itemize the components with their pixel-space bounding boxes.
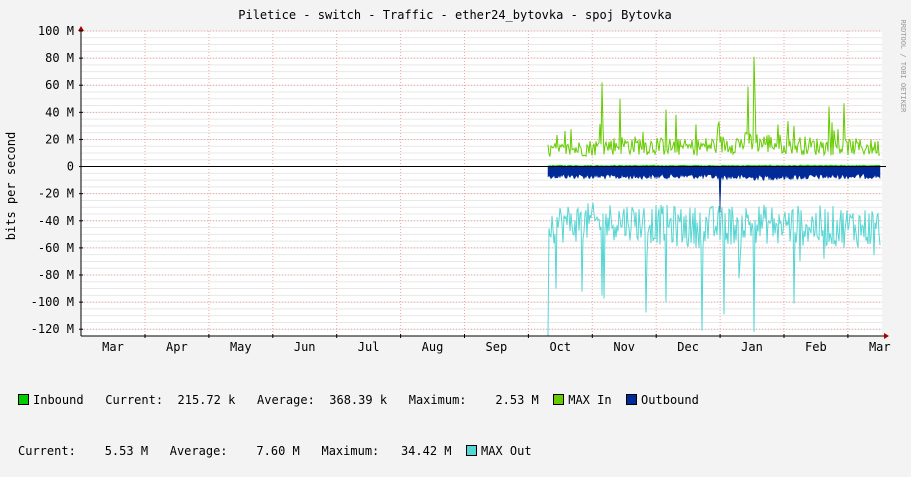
x-axis-arrow bbox=[884, 333, 889, 339]
x-tick-label: Mar bbox=[102, 340, 124, 354]
legend-inbound-average: Average: 368.39 k bbox=[257, 393, 388, 407]
x-tick-label: Sep bbox=[486, 340, 508, 354]
legend-max-out-name: MAX Out bbox=[480, 444, 532, 458]
series-max-in-line bbox=[547, 56, 881, 158]
x-tick-label: Dec bbox=[677, 340, 699, 354]
x-tick-label: Apr bbox=[166, 340, 188, 354]
y-tick-label: -100 M bbox=[31, 295, 74, 309]
legend-max-in-name: MAX In bbox=[568, 393, 612, 407]
max-out-swatch bbox=[465, 445, 477, 456]
x-tick-label: Feb bbox=[805, 340, 827, 354]
y-tick-label: 0 bbox=[67, 160, 74, 174]
y-tick-label: 20 M bbox=[45, 132, 74, 146]
watermark-text: RRDTOOL / TOBI OETIKER bbox=[899, 20, 907, 114]
y-tick-label: -40 M bbox=[38, 214, 74, 228]
legend-inbound-maximum: Maximum: 2.53 M bbox=[408, 393, 539, 407]
y-axis-label: bits per second bbox=[4, 132, 18, 240]
legend-row-1: Inbound Current: 215.72 k Average: 368.3… bbox=[0, 392, 911, 409]
x-tick-label: Jun bbox=[294, 340, 316, 354]
legend-inbound-current: Current: 215.72 k bbox=[105, 393, 236, 407]
x-tick-label: May bbox=[230, 340, 252, 354]
axes bbox=[78, 26, 889, 339]
traffic-chart: Piletice - switch - Traffic - ether24_by… bbox=[4, 8, 907, 354]
legend-outbound-maximum: Maximum: 34.42 M bbox=[321, 444, 452, 458]
x-tick-label: Jan bbox=[741, 340, 763, 354]
y-tick-label: -120 M bbox=[31, 322, 74, 336]
y-tick-label: 100 M bbox=[38, 24, 74, 38]
legend-outbound-current: Current: 5.53 M bbox=[18, 444, 149, 458]
x-tick-label: Jul bbox=[358, 340, 380, 354]
x-tick-label: Mar bbox=[869, 340, 891, 354]
y-tick-labels: 100 M 80 M 60 M 40 M 20 M 0 -20 M -40 M -60 M -80… bbox=[31, 24, 74, 336]
legend-inbound-name: Inbound bbox=[33, 393, 84, 407]
grid-lines bbox=[81, 30, 882, 337]
x-tick-label: Aug bbox=[422, 340, 444, 354]
legend: Inbound Current: 215.72 k Average: 368.3… bbox=[0, 358, 911, 477]
series-outbound-area bbox=[547, 166, 881, 213]
legend-outbound-average: Average: 7.60 M bbox=[169, 444, 300, 458]
y-tick-label: -60 M bbox=[38, 241, 74, 255]
y-tick-label: 80 M bbox=[45, 51, 74, 65]
legend-outbound-name: Outbound bbox=[641, 393, 699, 407]
plot-area bbox=[81, 31, 882, 336]
y-tick-label: 40 M bbox=[45, 105, 74, 119]
y-axis-arrow bbox=[78, 26, 84, 31]
x-tick-labels: Mar Apr May Jun Jul Aug Sep Oct Nov Dec Jan Feb Mar bbox=[102, 340, 890, 354]
y-tick-label: -20 M bbox=[38, 187, 74, 201]
series-max-out-line bbox=[547, 202, 881, 337]
legend-row-2: Current: 5.53 M Average: 7.60 M Maximum:… bbox=[0, 443, 911, 460]
chart-title: Piletice - switch - Traffic - ether24_by… bbox=[238, 8, 671, 22]
y-tick-label: 60 M bbox=[45, 78, 74, 92]
x-tick-label: Oct bbox=[549, 340, 571, 354]
x-tick-label: Nov bbox=[613, 340, 635, 354]
y-tick-label: -80 M bbox=[38, 268, 74, 282]
